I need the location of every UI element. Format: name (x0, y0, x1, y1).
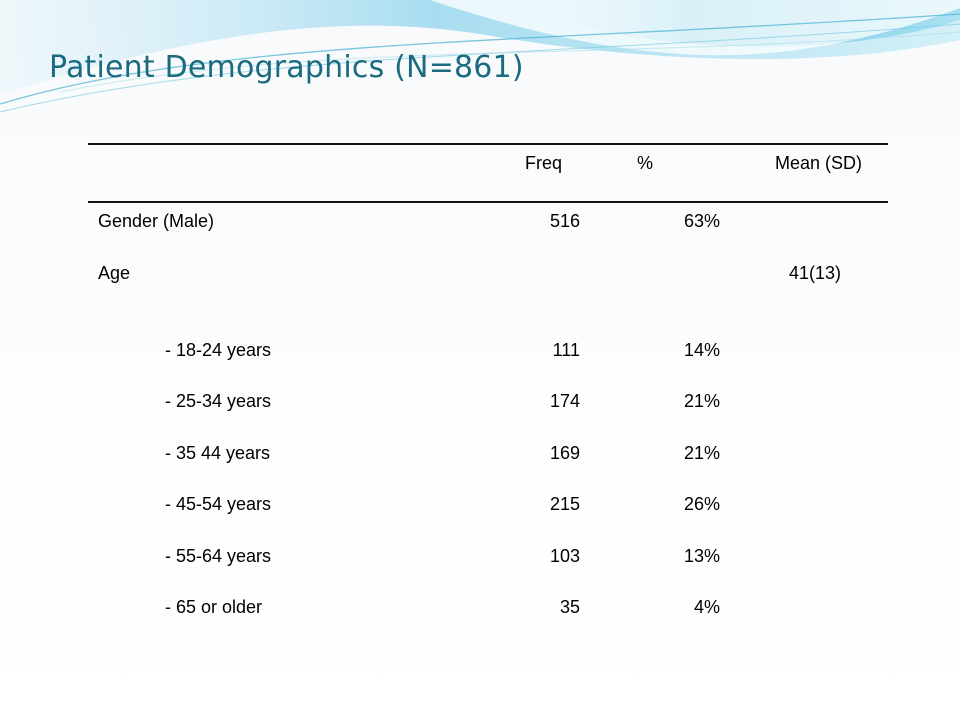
slide-title: Patient Demographics (N=861) (49, 50, 524, 85)
row-freq-age-45-54: 215 (549, 494, 580, 514)
row-freq-age-55-64: 103 (549, 546, 580, 566)
row-freq-age-18-24: 111 (552, 340, 580, 360)
row-label-age-25-34: - 25-34 years (165, 391, 272, 411)
wave-line-1 (0, 13, 960, 105)
row-freq-age-35-44: 169 (549, 443, 580, 463)
row-label-age-35-44: - 35 44 years (165, 443, 271, 463)
row-label-age-65-plus: - 65 or older (165, 597, 263, 617)
header-wave-decoration (0, 0, 960, 113)
row-pct-gender: 63% (683, 211, 720, 231)
header-mean-sd: Mean (SD) (774, 153, 862, 173)
wave-line-3 (59, 31, 960, 93)
row-pct-age-55-64: 13% (683, 546, 720, 566)
row-label-age: Age (98, 263, 131, 283)
row-freq-gender: 516 (549, 211, 580, 231)
header-freq: Freq (524, 153, 562, 173)
row-pct-age-45-54: 26% (683, 494, 720, 514)
row-pct-age-18-24: 14% (683, 340, 720, 360)
header-percent: % (636, 153, 653, 173)
row-label-age-18-24: - 18-24 years (165, 340, 272, 360)
row-pct-age-35-44: 21% (683, 443, 720, 463)
row-label-gender: Gender (Male) (98, 211, 215, 231)
table-header-rule (88, 201, 888, 203)
table-top-rule (88, 143, 888, 145)
wave-line-2 (0, 23, 960, 113)
row-pct-age-65-plus: 4% (693, 597, 720, 617)
row-freq-age-65-plus: 35 (559, 597, 580, 617)
row-freq-age-25-34: 174 (549, 391, 580, 411)
row-label-age-45-54: - 45-54 years (165, 494, 272, 514)
row-label-age-55-64: - 55-64 years (165, 546, 272, 566)
row-pct-age-25-34: 21% (683, 391, 720, 411)
row-mean-age: 41(13) (788, 263, 841, 283)
